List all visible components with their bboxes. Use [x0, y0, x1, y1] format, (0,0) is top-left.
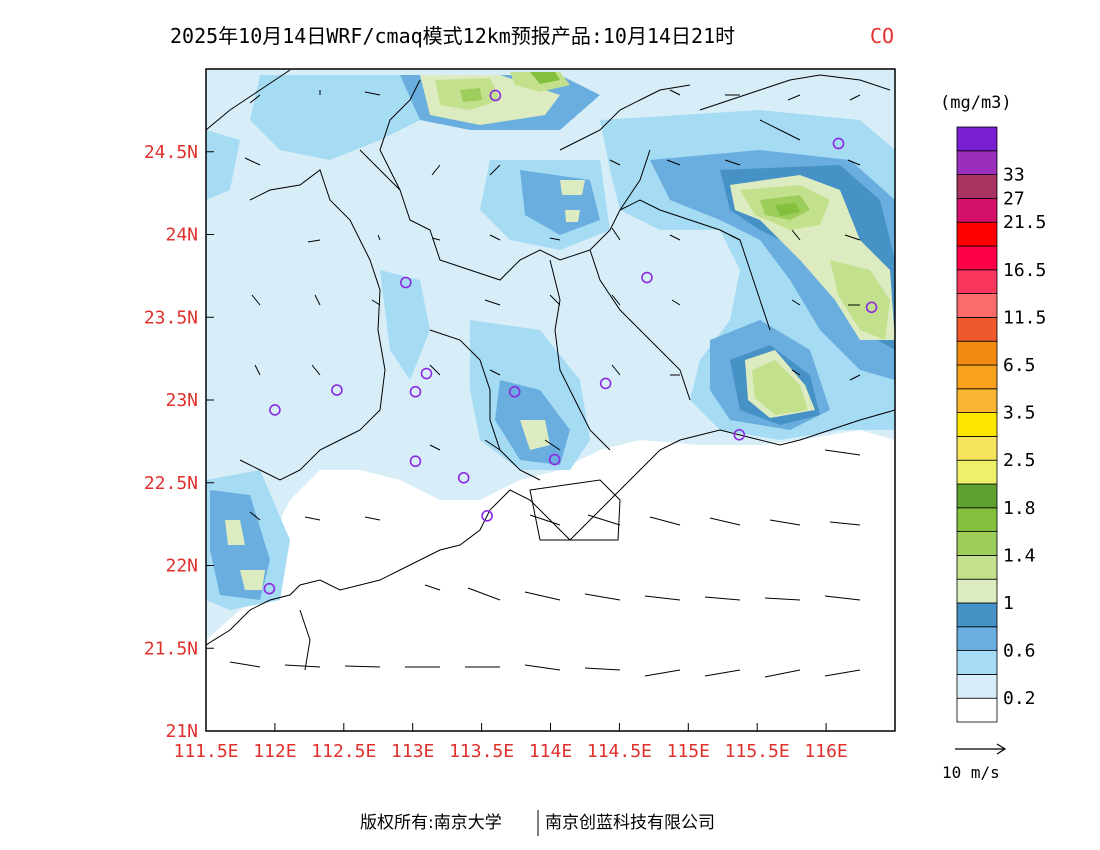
colorbar: (mg/m3) 0.2 0.6 1 1.4 1.8 2.5 3.5 6.5 11.5 16.5 21…: [940, 93, 1046, 723]
station-marker: [457, 471, 470, 484]
colorbar-box: [956, 293, 998, 318]
colorbar-box: [956, 150, 998, 176]
colorbar-box: [956, 602, 998, 628]
colorbar-box: [956, 459, 998, 485]
station-marker: [409, 455, 422, 468]
wind-legend-arrow: [955, 743, 1007, 755]
station-marker: [599, 377, 612, 390]
colorbar-label: 27: [1003, 188, 1025, 209]
station-marker: [508, 385, 521, 398]
concentration-field: [206, 69, 895, 731]
station-marker: [263, 582, 276, 595]
colorbar-label: 1.4: [1003, 545, 1036, 566]
y-tick-label: 24.5N: [144, 142, 198, 163]
colorbar-label: 1: [1003, 593, 1014, 614]
y-tick-label: 23.5N: [144, 307, 198, 328]
wind-legend-label: 10 m/s: [942, 763, 1000, 782]
station-marker: [865, 301, 878, 314]
y-tick-label: 21.5N: [144, 638, 198, 659]
colorbar-unit: (mg/m3): [940, 93, 1012, 113]
colorbar-label: 33: [1003, 165, 1025, 186]
station-marker: [832, 137, 845, 150]
y-tick-label: 22N: [165, 556, 198, 577]
title: 2025年10月14日WRF/cmaq模式12km预报产品:10月14日21时 …: [170, 24, 894, 48]
colorbar-box: [956, 388, 998, 413]
wind-legend: 10 m/s: [942, 743, 1007, 782]
colorbar-box: [956, 221, 998, 247]
colorbar-box: [956, 126, 998, 152]
colorbar-box: [956, 626, 998, 651]
y-axis: 21N 21.5N 22N 22.5N 23N 23.5N 24N 24.5N: [144, 142, 214, 742]
colorbar-label: 0.2: [1003, 688, 1036, 709]
colorbar-box: [956, 483, 998, 509]
monitoring-stations: [263, 89, 878, 595]
x-tick-label: 115.5E: [725, 741, 790, 762]
station-marker: [269, 404, 281, 416]
x-tick-label: 112E: [253, 741, 296, 762]
station-marker: [420, 367, 433, 380]
colorbar-box: [956, 555, 998, 580]
colorbar-label: 6.5: [1003, 355, 1036, 376]
x-tick-label: 112.5E: [311, 741, 376, 762]
colorbar-box: [956, 412, 998, 437]
colorbar-box: [956, 174, 998, 199]
station-marker: [548, 453, 561, 466]
colorbar-box: [956, 269, 998, 294]
x-tick-label: 111.5E: [173, 741, 238, 762]
colorbar-box: [956, 364, 998, 390]
x-tick-label: 116E: [804, 741, 847, 762]
colorbar-box: [956, 697, 998, 723]
station-marker: [331, 384, 343, 396]
footer-right: 南京创蓝科技有限公司: [545, 813, 715, 833]
colorbar-label: 21.5: [1003, 212, 1046, 233]
colorbar-box: [956, 507, 998, 532]
colorbar-box: [956, 674, 998, 699]
footer-left: 版权所有:南京大学: [360, 813, 502, 833]
footer: 版权所有:南京大学 南京创蓝科技有限公司: [360, 810, 715, 836]
title-species: CO: [870, 24, 894, 48]
y-tick-label: 23N: [165, 390, 198, 411]
colorbar-box: [956, 245, 998, 271]
colorbar-label: 16.5: [1003, 260, 1046, 281]
x-tick-label: 115E: [667, 741, 710, 762]
y-tick-label: 22.5N: [144, 473, 198, 494]
station-marker: [489, 89, 502, 102]
colorbar-label: 2.5: [1003, 450, 1036, 471]
wind-vectors: [229, 89, 861, 678]
x-axis: 111.5E 112E 112.5E 113E 113.5E 114E 114.5E 115E…: [173, 723, 848, 762]
colorbar-label: 3.5: [1003, 403, 1036, 424]
colorbar-box: [956, 531, 998, 556]
y-tick-label: 24N: [165, 225, 198, 246]
colorbar-box: [956, 578, 998, 604]
station-marker: [733, 428, 746, 441]
x-tick-label: 114.5E: [587, 741, 652, 762]
colorbar-box: [956, 197, 998, 223]
x-tick-label: 113E: [391, 741, 434, 762]
station-marker: [641, 271, 653, 284]
title-text: 2025年10月14日WRF/cmaq模式12km预报产品:10月14日21时: [170, 24, 735, 48]
station-marker: [409, 385, 422, 398]
colorbar-box: [956, 650, 998, 675]
colorbar-box: [956, 340, 998, 366]
x-tick-label: 113.5E: [449, 741, 514, 762]
station-marker: [481, 510, 493, 522]
y-tick-label: 21N: [165, 721, 198, 742]
station-marker: [400, 276, 412, 289]
admin-boundaries: [206, 69, 895, 671]
x-tick-label: 114E: [529, 741, 572, 762]
colorbar-label: 0.6: [1003, 641, 1036, 662]
colorbar-box: [956, 316, 998, 342]
colorbar-box: [956, 435, 998, 461]
colorbar-label: 11.5: [1003, 307, 1046, 328]
colorbar-label: 1.8: [1003, 498, 1036, 519]
